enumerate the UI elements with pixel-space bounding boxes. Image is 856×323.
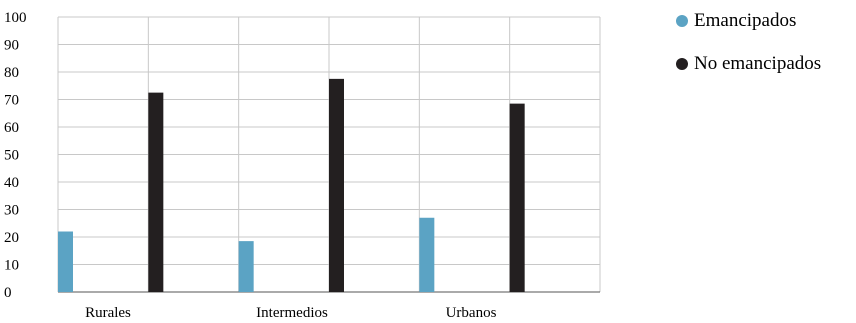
y-tick-label: 50 xyxy=(4,148,19,164)
legend-item-no-emancipados: No emancipados xyxy=(676,51,821,76)
y-tick-label: 70 xyxy=(4,93,19,109)
bar-emancipados xyxy=(58,231,73,292)
x-tick-label: Rurales xyxy=(85,305,131,321)
y-tick-label: 90 xyxy=(4,38,19,54)
legend-label-no-emancipados: No emancipados xyxy=(694,52,822,74)
bar-no-emancipados xyxy=(329,78,344,292)
y-tick-label: 80 xyxy=(4,65,19,81)
bar-emancipados xyxy=(419,217,435,292)
y-tick-label: 60 xyxy=(4,120,19,136)
legend-marker-emancipados xyxy=(676,14,688,27)
y-axis-ticks: 0 10 20 30 40 50 60 70 80 90 100 xyxy=(4,10,27,301)
x-tick-label: Intermedios xyxy=(256,305,328,321)
legend: Emancipados No emancipados xyxy=(676,8,821,94)
bar-no-emancipados xyxy=(148,92,164,292)
y-tick-label: 0 xyxy=(4,285,12,301)
legend-item-emancipados: Emancipados xyxy=(676,8,821,33)
y-tick-label: 20 xyxy=(4,230,19,246)
y-tick-label: 30 xyxy=(4,203,19,219)
y-tick-label: 10 xyxy=(4,258,19,274)
bar-no-emancipados xyxy=(509,103,525,292)
y-tick-label: 100 xyxy=(4,10,27,26)
legend-label-emancipados: Emancipados xyxy=(694,9,797,31)
bar-emancipados xyxy=(238,241,254,292)
bars xyxy=(58,78,525,292)
y-tick-label: 40 xyxy=(4,175,19,191)
x-axis-ticks: Rurales Intermedios Urbanos xyxy=(85,305,496,321)
x-tick-label: Urbanos xyxy=(446,305,497,321)
legend-marker-no-emancipados xyxy=(676,57,688,70)
